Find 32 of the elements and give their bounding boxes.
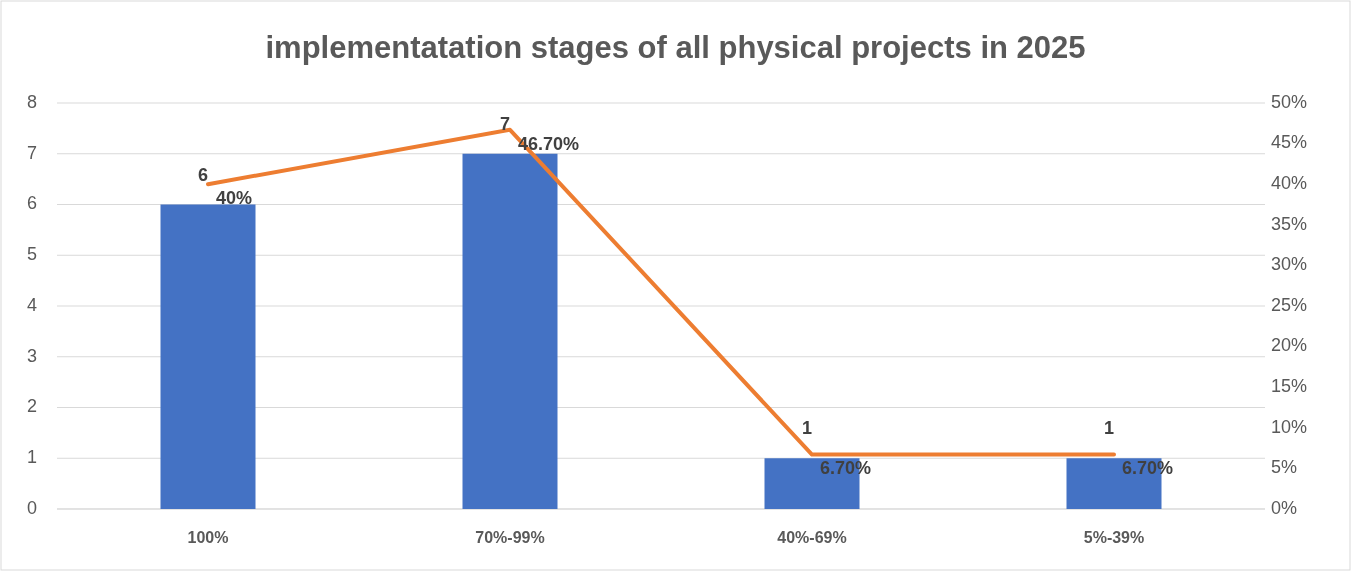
- y-tick-label: 7: [26, 142, 37, 163]
- y-tick-label: 6: [26, 193, 37, 214]
- y-tick-label: 2: [26, 396, 37, 417]
- data-label: 6: [197, 164, 208, 185]
- x-tick-label: 5%-39%: [1083, 529, 1145, 546]
- y2-tick-label: 30%: [1271, 254, 1308, 275]
- y2-tick-label: 15%: [1271, 375, 1308, 396]
- y-tick-label: 0: [26, 497, 37, 518]
- y-tick-label: 3: [26, 345, 37, 366]
- y2-tick-label: 40%: [1271, 172, 1308, 193]
- bar: [462, 153, 558, 509]
- y-tick-label: 1: [26, 447, 37, 467]
- data-label: 7: [499, 113, 510, 134]
- x-tick-label: 100%: [187, 529, 229, 546]
- data-label: 1: [1103, 418, 1114, 439]
- y2-tick-label: 5%: [1271, 457, 1298, 478]
- y2-tick-label: 10%: [1271, 416, 1308, 437]
- y2-tick-label: 20%: [1271, 335, 1308, 356]
- y2-tick-label: 35%: [1271, 213, 1308, 234]
- chart-title: implementatation stages of all physical projects in 2025: [265, 30, 1086, 65]
- y2-tick-label: 25%: [1271, 294, 1308, 315]
- y-tick-label: 8: [26, 91, 37, 112]
- data-label: 40%: [216, 187, 253, 208]
- x-tick-label: 70%-99%: [475, 529, 545, 546]
- y-tick-label: 4: [26, 294, 37, 315]
- bar: [160, 204, 256, 509]
- y-tick-label: 5: [26, 244, 37, 264]
- data-label: 1: [801, 418, 812, 439]
- x-tick-label: 40%-69%: [777, 529, 847, 546]
- y2-tick-label: 0%: [1271, 497, 1298, 518]
- y2-tick-label: 50%: [1271, 91, 1308, 112]
- y2-tick-label: 45%: [1271, 132, 1308, 153]
